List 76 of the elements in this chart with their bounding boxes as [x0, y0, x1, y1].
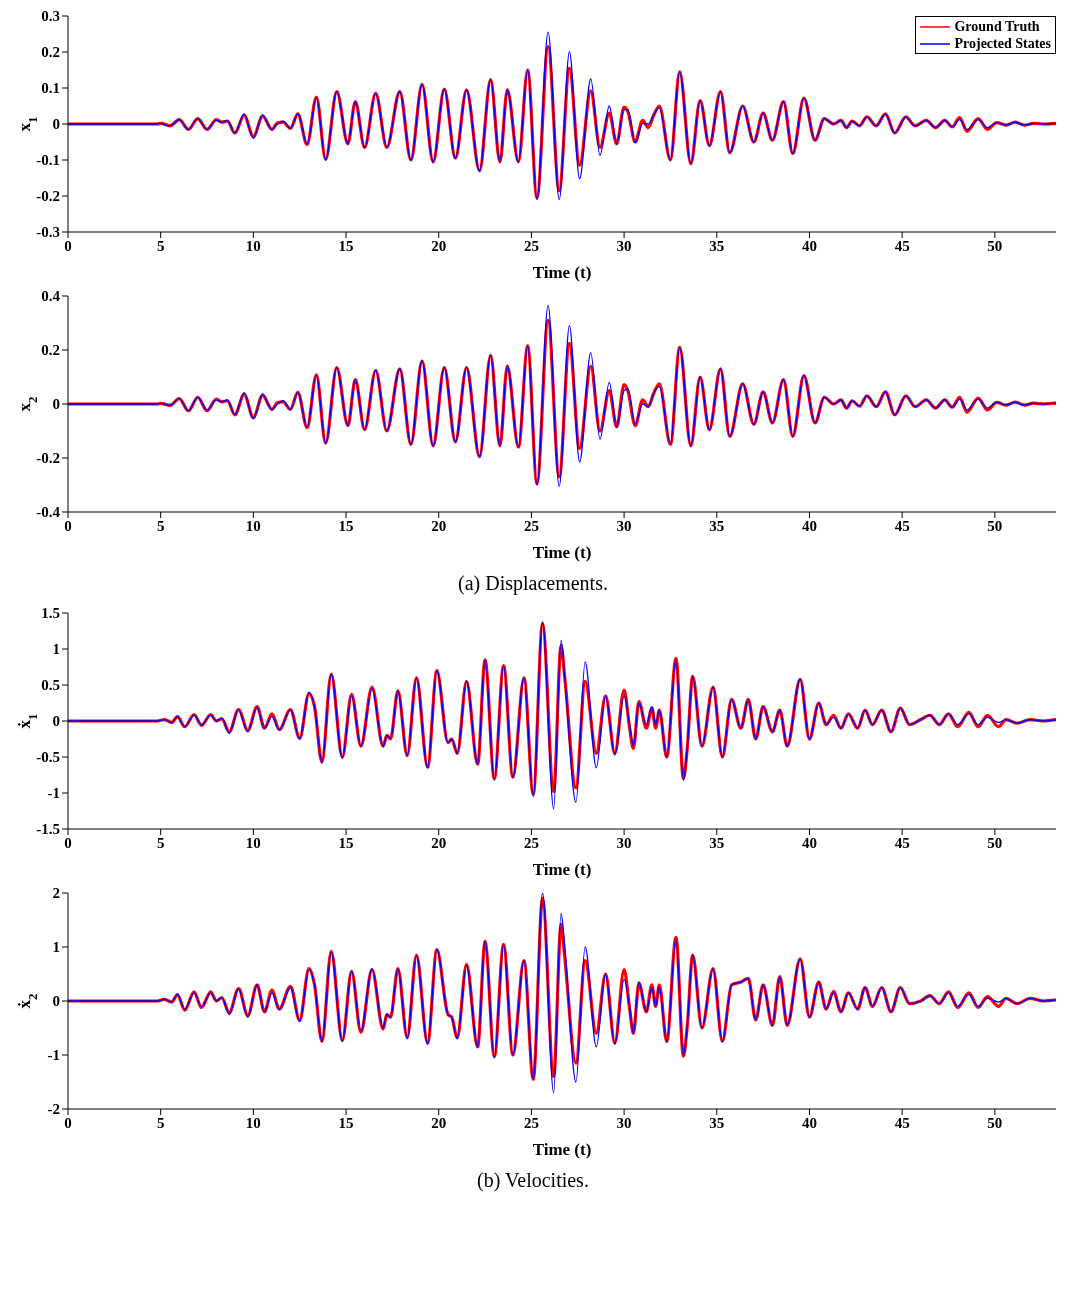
y-tick-label: -1: [47, 785, 60, 802]
y-tick-label: -0.4: [36, 504, 61, 521]
text: (b) Velocities.: [476, 1169, 590, 1192]
y-tick-label: 0.1: [41, 80, 60, 97]
x-tick-label: 20: [431, 517, 447, 534]
x-tick-label: 5: [156, 834, 165, 851]
y-tick-label: 1: [52, 641, 60, 658]
x-tick-label: 30: [616, 237, 632, 254]
x-tick-label: 5: [156, 237, 165, 254]
x-tick-label: 25: [523, 834, 539, 851]
y-tick-label: -1: [47, 1047, 60, 1064]
x-tick-label: 10: [245, 834, 261, 851]
y-tick-label: 0.5: [41, 677, 60, 694]
y-tick-label: -1.5: [36, 821, 60, 838]
y-tick-label: -2: [47, 1101, 60, 1118]
y-tick-label: 1.5: [41, 605, 60, 622]
x-tick-label: 30: [616, 517, 632, 534]
y-tick-label: -0.3: [36, 224, 60, 241]
x-tick-label: 50: [987, 517, 1003, 534]
x-tick-label: 30: [616, 1114, 632, 1131]
text: (a) Displacements.: [457, 572, 609, 595]
y-tick-label: -0.1: [36, 152, 60, 169]
y-tick-label: 0.2: [41, 44, 60, 61]
y-tick-label: 0: [52, 713, 60, 730]
x-tick-label: 50: [987, 834, 1003, 851]
x-tick-label: 0: [64, 1114, 72, 1131]
x-tick-label: 10: [245, 517, 261, 534]
y-tick-label: 0.4: [41, 288, 61, 305]
y-tick-label: 0: [52, 993, 60, 1010]
x-tick-label: 0: [64, 517, 72, 534]
x-tick-label: 5: [156, 1114, 165, 1131]
x-tick-label: 25: [523, 517, 539, 534]
x-axis-title: Time (t): [532, 1140, 592, 1159]
x-axis-title: Time (t): [532, 860, 592, 879]
x-tick-label: 20: [431, 834, 447, 851]
x-tick-label: 35: [709, 237, 725, 254]
y-tick-label: -0.5: [36, 749, 60, 766]
x-tick-label: 30: [616, 834, 632, 851]
x-tick-label: 10: [245, 1114, 261, 1131]
x-tick-label: 15: [338, 1114, 354, 1131]
y-tick-label: 0: [52, 396, 60, 413]
x-tick-label: 50: [987, 1114, 1003, 1131]
x-tick-label: 15: [338, 237, 354, 254]
x-tick-label: 35: [709, 1114, 725, 1131]
x-tick-label: 40: [801, 834, 817, 851]
x-tick-label: 45: [894, 834, 910, 851]
x-tick-label: 20: [431, 237, 447, 254]
x-tick-label: 0: [64, 834, 72, 851]
x-tick-label: 50: [987, 237, 1003, 254]
x-tick-label: 15: [338, 517, 354, 534]
y-tick-label: 0.2: [41, 342, 60, 359]
legend-label: Projected States: [954, 35, 1051, 52]
x-tick-label: 0: [64, 237, 72, 254]
y-tick-label: 1: [52, 939, 60, 956]
x-tick-label: 35: [709, 517, 725, 534]
x-tick-label: 25: [523, 237, 539, 254]
y-tick-label: -0.2: [36, 188, 60, 205]
x-tick-label: 40: [801, 237, 817, 254]
x-tick-label: 10: [245, 237, 261, 254]
x-tick-label: 25: [523, 1114, 539, 1131]
x-tick-label: 40: [801, 517, 817, 534]
x-tick-label: 35: [709, 834, 725, 851]
x-tick-label: 5: [156, 517, 165, 534]
x-tick-label: 20: [431, 1114, 447, 1131]
x-tick-label: 40: [801, 1114, 817, 1131]
x-tick-label: 45: [894, 517, 910, 534]
x-axis-title: Time (t): [532, 263, 592, 282]
x-tick-label: 45: [894, 237, 910, 254]
y-tick-label: 2: [52, 885, 60, 902]
x-tick-label: 45: [894, 1114, 910, 1131]
legend-label: Ground Truth: [954, 18, 1040, 35]
x-axis-title: Time (t): [532, 543, 592, 562]
y-tick-label: 0.3: [41, 8, 60, 25]
y-tick-label: 0: [52, 116, 60, 133]
x-tick-label: 15: [338, 834, 354, 851]
y-tick-label: -0.2: [36, 450, 60, 467]
